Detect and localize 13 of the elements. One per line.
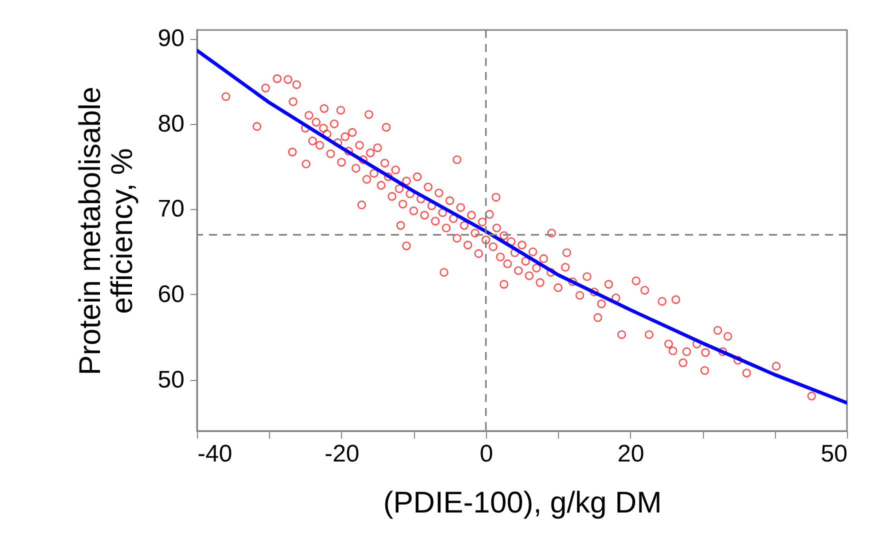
x-tick-label: -20 — [324, 440, 360, 468]
x-tick-label: -40 — [198, 440, 232, 468]
y-axis-title: Protein metabolisable efficiency, % — [74, 86, 139, 376]
x-tick-label: 0 — [480, 440, 494, 468]
line-series — [197, 48, 847, 405]
x-tick-label: 20 — [617, 440, 644, 468]
y-tick-label: 50 — [158, 366, 184, 394]
x-tick-label: 50 — [820, 440, 848, 468]
x-axis-title: (PDIE-100), g/kg DM — [383, 486, 662, 520]
y-tick-label: 70 — [158, 196, 184, 223]
y-tick-label: 80 — [158, 110, 184, 138]
y-tick-label: 60 — [158, 280, 184, 308]
y-tick-label: 90 — [158, 25, 184, 52]
